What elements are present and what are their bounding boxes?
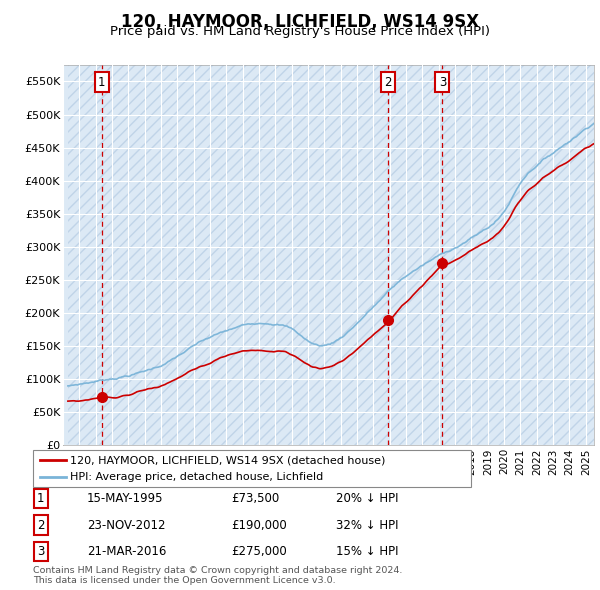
Text: Contains HM Land Registry data © Crown copyright and database right 2024.
This d: Contains HM Land Registry data © Crown c…: [33, 566, 403, 585]
Text: 2: 2: [37, 519, 44, 532]
Text: 3: 3: [37, 545, 44, 558]
Text: 2: 2: [385, 76, 392, 88]
Text: 120, HAYMOOR, LICHFIELD, WS14 9SX: 120, HAYMOOR, LICHFIELD, WS14 9SX: [121, 13, 479, 31]
Text: 21-MAR-2016: 21-MAR-2016: [87, 545, 166, 558]
Text: £190,000: £190,000: [231, 519, 287, 532]
Text: £275,000: £275,000: [231, 545, 287, 558]
Text: 15% ↓ HPI: 15% ↓ HPI: [336, 545, 398, 558]
Text: 3: 3: [439, 76, 446, 88]
Text: 15-MAY-1995: 15-MAY-1995: [87, 492, 163, 505]
Text: 20% ↓ HPI: 20% ↓ HPI: [336, 492, 398, 505]
Text: Price paid vs. HM Land Registry's House Price Index (HPI): Price paid vs. HM Land Registry's House …: [110, 25, 490, 38]
Text: HPI: Average price, detached house, Lichfield: HPI: Average price, detached house, Lich…: [70, 471, 323, 481]
Text: 32% ↓ HPI: 32% ↓ HPI: [336, 519, 398, 532]
Text: 1: 1: [37, 492, 44, 505]
Text: 1: 1: [98, 76, 106, 88]
Text: 23-NOV-2012: 23-NOV-2012: [87, 519, 166, 532]
Text: £73,500: £73,500: [231, 492, 279, 505]
Text: 120, HAYMOOR, LICHFIELD, WS14 9SX (detached house): 120, HAYMOOR, LICHFIELD, WS14 9SX (detac…: [70, 455, 386, 466]
